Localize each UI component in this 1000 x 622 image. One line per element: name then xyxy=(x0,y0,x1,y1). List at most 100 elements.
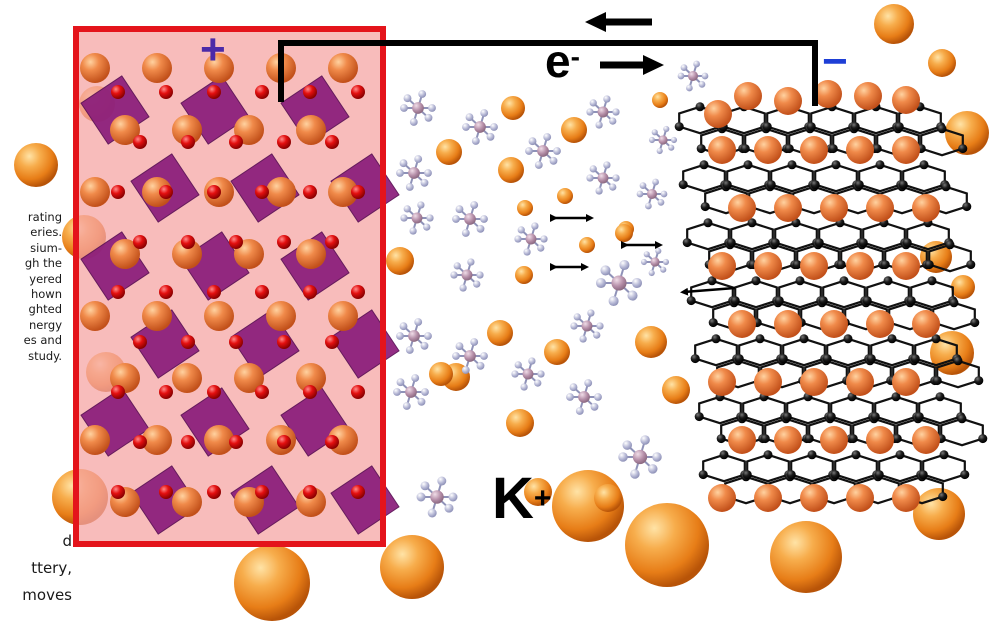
fluorine-atom xyxy=(698,81,706,88)
body-line: moves xyxy=(22,586,72,604)
potassium-ion-sphere xyxy=(594,484,622,512)
carbon-atom xyxy=(792,260,802,270)
carbon-atom xyxy=(690,354,700,364)
graphene-ring xyxy=(900,475,944,505)
oxygen-atom xyxy=(303,485,317,499)
potassium-ion-sphere xyxy=(142,53,172,83)
fluorine-atom xyxy=(444,503,454,513)
carbon-atom xyxy=(978,434,988,444)
potassium-ion-sphere xyxy=(912,426,940,454)
phosphorus-atom xyxy=(411,212,423,224)
carbon-atom xyxy=(674,122,684,132)
graphene-ring xyxy=(770,163,814,193)
fluorine-atom xyxy=(549,156,558,165)
graphene-ring xyxy=(782,337,826,367)
phosphorus-atom xyxy=(597,106,609,118)
carbon-atom xyxy=(938,492,948,502)
oxygen-atom xyxy=(255,385,269,399)
pf6-anion xyxy=(640,247,670,277)
potassium-ion-sphere xyxy=(774,310,802,338)
carbon-atom xyxy=(874,470,884,480)
oxygen-atom xyxy=(325,135,339,149)
carbon-atom xyxy=(848,434,858,444)
fluorine-atom xyxy=(651,129,658,136)
graphene-ring xyxy=(748,185,792,215)
caption-line: nergy xyxy=(29,317,62,332)
potassium-ion-sphere xyxy=(774,87,802,115)
fluorine-atom xyxy=(452,352,460,360)
graphene-ring xyxy=(786,395,830,425)
potassium-ion-sphere xyxy=(912,194,940,222)
caption-line: yered xyxy=(29,271,62,286)
potassium-ion-sphere xyxy=(80,53,110,83)
potassium-ion-sphere xyxy=(204,53,234,83)
fluorine-atom xyxy=(420,341,429,350)
graphene-ring xyxy=(760,359,804,389)
carbon-atom xyxy=(935,392,945,402)
graphene-ring xyxy=(898,105,942,135)
potassium-ion-sphere xyxy=(80,177,110,207)
potassium-ion-sphere xyxy=(912,310,940,338)
pf6-anion xyxy=(452,201,488,237)
carbon-atom xyxy=(914,412,924,422)
oxygen-atom xyxy=(207,285,221,299)
carbon-atom xyxy=(850,122,860,132)
carbon-atom xyxy=(960,470,970,480)
oxygen-atom xyxy=(255,485,269,499)
graphene-ring xyxy=(844,301,888,331)
graphene-ring xyxy=(716,359,760,389)
phosphorus-atom xyxy=(650,257,660,267)
fluorine-atom xyxy=(686,84,693,92)
fluorine-atom xyxy=(465,113,474,122)
body-line: ttery, xyxy=(31,559,72,577)
potassium-ion-sphere xyxy=(846,484,874,512)
potassium-ion-sphere xyxy=(380,535,444,599)
fluorine-atom xyxy=(399,159,408,168)
fluorine-atom xyxy=(416,492,426,502)
fluorine-atom xyxy=(594,393,602,401)
oxygen-atom xyxy=(303,385,317,399)
positive-terminal-label: + xyxy=(200,25,226,74)
electron-charge: - xyxy=(570,41,580,72)
fluorine-atom xyxy=(462,123,470,131)
potassium-ion-sphere xyxy=(708,136,736,164)
fluorine-atom xyxy=(514,361,522,369)
oxygen-atom xyxy=(351,185,365,199)
graphene-ring xyxy=(790,453,834,483)
fluorine-atom xyxy=(409,118,418,126)
graphene-ring xyxy=(774,221,818,251)
fluorine-atom xyxy=(652,178,659,186)
carbon-atom xyxy=(826,412,836,422)
carbon-atom xyxy=(892,434,902,444)
potassium-ion-sphere xyxy=(110,115,140,145)
oxygen-atom xyxy=(351,385,365,399)
carbon-atom xyxy=(719,450,729,460)
fluorine-atom xyxy=(396,169,404,177)
fluorine-atom xyxy=(480,352,488,360)
cathode-layered-oxide xyxy=(73,26,400,547)
carbon-atom xyxy=(906,296,916,306)
potassium-ion-sphere xyxy=(846,252,874,280)
fluorine-atom xyxy=(403,205,411,213)
potassium-ion-sphere xyxy=(820,194,848,222)
oxygen-atom xyxy=(181,135,195,149)
pf6-anion xyxy=(586,161,620,195)
fluorine-atom xyxy=(579,335,587,343)
carbon-atom xyxy=(931,334,941,344)
fluorine-atom xyxy=(595,187,603,195)
potassium-ion-sphere xyxy=(524,478,552,506)
fluorine-atom xyxy=(575,407,584,415)
caption-line: ghted xyxy=(28,302,62,317)
carbon-atom xyxy=(822,354,832,364)
carbon-atom xyxy=(700,202,710,212)
fluorine-atom xyxy=(459,284,467,292)
fluorine-atom xyxy=(643,251,650,258)
carbon-atom xyxy=(699,160,709,170)
potassium-ion-sphere xyxy=(754,252,782,280)
fluorine-atom xyxy=(486,132,495,141)
carbon-atom xyxy=(707,276,717,286)
fluorine-atom xyxy=(437,476,447,486)
oxygen-atom xyxy=(133,335,147,349)
carbon-atom xyxy=(762,122,772,132)
carbon-atom xyxy=(953,356,963,366)
